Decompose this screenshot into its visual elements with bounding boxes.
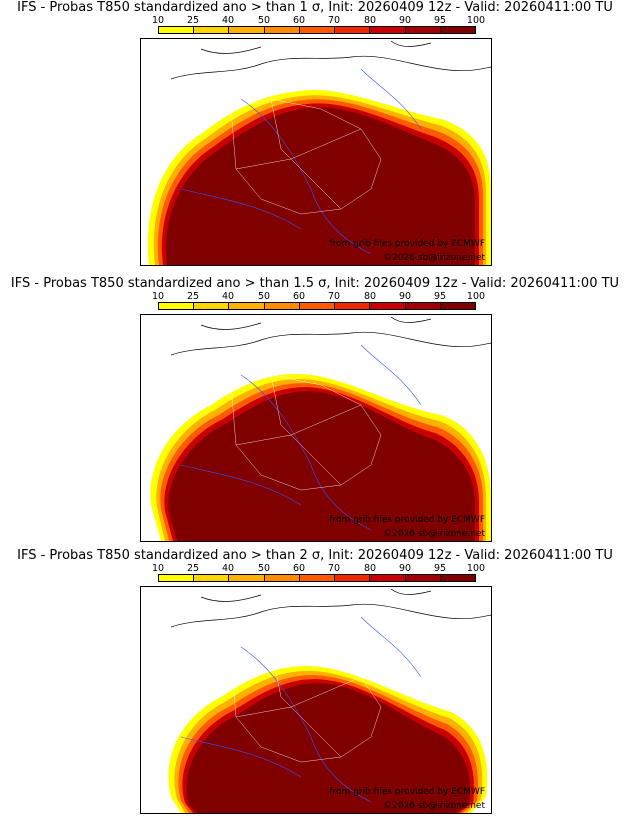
colorbar-segment: [229, 303, 265, 309]
colorbar-label: 90: [398, 563, 412, 574]
map-svg: [147, 40, 491, 265]
colorbar-segment: [264, 303, 300, 309]
colorbar-segment: [194, 303, 230, 309]
colorbar-label: 25: [186, 15, 200, 26]
colorbar-segment: [194, 27, 230, 33]
colorbar-label: 40: [221, 15, 235, 26]
map-panel-2: IFS - Probas T850 standardized ano > tha…: [0, 276, 630, 544]
colorbar-labels: 10 25 40 50 60 70 80 90 95 100: [140, 563, 490, 575]
colorbar: [158, 26, 476, 34]
colorbar-label: 60: [292, 563, 306, 574]
colorbar-label: 70: [327, 15, 341, 26]
colorbar-label: 95: [433, 15, 447, 26]
colorbar-segment: [229, 575, 265, 581]
borders: [230, 98, 382, 215]
colorbar-segment: [370, 27, 406, 33]
map-panel-1: IFS - Probas T850 standardized ano > tha…: [0, 0, 630, 268]
colorbar-segment: [159, 303, 195, 309]
prob-contours: [147, 90, 491, 265]
panel-title: IFS - Probas T850 standardized ano > tha…: [17, 0, 613, 15]
colorbar-segment: [370, 575, 406, 581]
colorbar-segment: [440, 303, 475, 309]
colorbar-label: 90: [398, 15, 412, 26]
colorbar-labels: 10 25 40 50 60 70 80 90 95 100: [140, 15, 490, 27]
colorbar-label: 90: [398, 291, 412, 302]
rivers: [180, 344, 422, 531]
credit-source: from grib files provided by ECMWF: [329, 515, 485, 525]
colorbar-label: 95: [433, 563, 447, 574]
colorbar-segment: [264, 27, 300, 33]
credit-source: from grib files provided by ECMWF: [329, 787, 485, 797]
probability-map: from grib files provided by ECMWF ©2026 …: [140, 38, 492, 266]
colorbar: [158, 574, 476, 582]
rivers: [180, 68, 422, 255]
colorbar-label: 70: [327, 563, 341, 574]
colorbar-label: 80: [363, 15, 377, 26]
colorbar-segment: [299, 27, 336, 33]
colorbar-segment: [335, 303, 371, 309]
colorbar-segment: [335, 27, 371, 33]
coastlines: [170, 316, 491, 356]
colorbar-segment: [194, 575, 230, 581]
credit-source: from grib files provided by ECMWF: [329, 239, 485, 249]
colorbar-segment: [405, 303, 441, 309]
colorbar-segment: [299, 575, 336, 581]
colorbar-segment: [370, 303, 406, 309]
coastlines: [170, 40, 491, 80]
colorbar-segment: [264, 575, 300, 581]
colorbar-label: 25: [186, 291, 200, 302]
colorbar-label: 100: [466, 291, 486, 302]
colorbar-label: 80: [363, 563, 377, 574]
colorbar-label: 40: [221, 563, 235, 574]
probability-map: from grib files provided by ECMWF ©2026 …: [140, 314, 492, 542]
colorbar-label: 100: [466, 15, 486, 26]
colorbar-label: 50: [257, 15, 271, 26]
colorbar-label: 10: [151, 563, 165, 574]
colorbar-segment: [229, 27, 265, 33]
prob-contours: [168, 666, 488, 813]
colorbar-segment: [440, 575, 475, 581]
colorbar-label: 95: [433, 291, 447, 302]
map-svg: [150, 316, 491, 541]
colorbar-label: 70: [327, 291, 341, 302]
prob-contours: [150, 374, 491, 541]
colorbar-segment: [299, 303, 336, 309]
coastlines: [170, 588, 491, 628]
colorbar-label: 80: [363, 291, 377, 302]
colorbar-label: 50: [257, 563, 271, 574]
colorbar-segment: [159, 575, 195, 581]
colorbar-label: 40: [221, 291, 235, 302]
borders: [230, 374, 382, 491]
probability-map: from grib files provided by ECMWF ©2026 …: [140, 586, 492, 814]
colorbar-label: 60: [292, 15, 306, 26]
panel-title: IFS - Probas T850 standardized ano > tha…: [10, 276, 620, 291]
colorbar-labels: 10 25 40 50 60 70 80 90 95 100: [140, 291, 490, 303]
rivers: [180, 616, 422, 803]
colorbar-segment: [405, 575, 441, 581]
colorbar-label: 50: [257, 291, 271, 302]
credit-copyright: ©2026 sb@irizone.net: [383, 529, 485, 539]
colorbar-label: 60: [292, 291, 306, 302]
colorbar-label: 10: [151, 15, 165, 26]
panel-title: IFS - Probas T850 standardized ano > tha…: [17, 548, 613, 563]
map-svg: [168, 588, 491, 813]
colorbar-label: 10: [151, 291, 165, 302]
colorbar-label: 25: [186, 563, 200, 574]
colorbar-segment: [335, 575, 371, 581]
colorbar-label: 100: [466, 563, 486, 574]
credit-copyright: ©2026 sb@irizone.net: [383, 253, 485, 263]
colorbar-segment: [405, 27, 441, 33]
colorbar-segment: [440, 27, 475, 33]
borders: [230, 646, 382, 763]
map-panel-3: IFS - Probas T850 standardized ano > tha…: [0, 548, 630, 816]
credit-copyright: ©2026 sb@irizone.net: [383, 801, 485, 811]
colorbar-segment: [159, 27, 195, 33]
colorbar: [158, 302, 476, 310]
